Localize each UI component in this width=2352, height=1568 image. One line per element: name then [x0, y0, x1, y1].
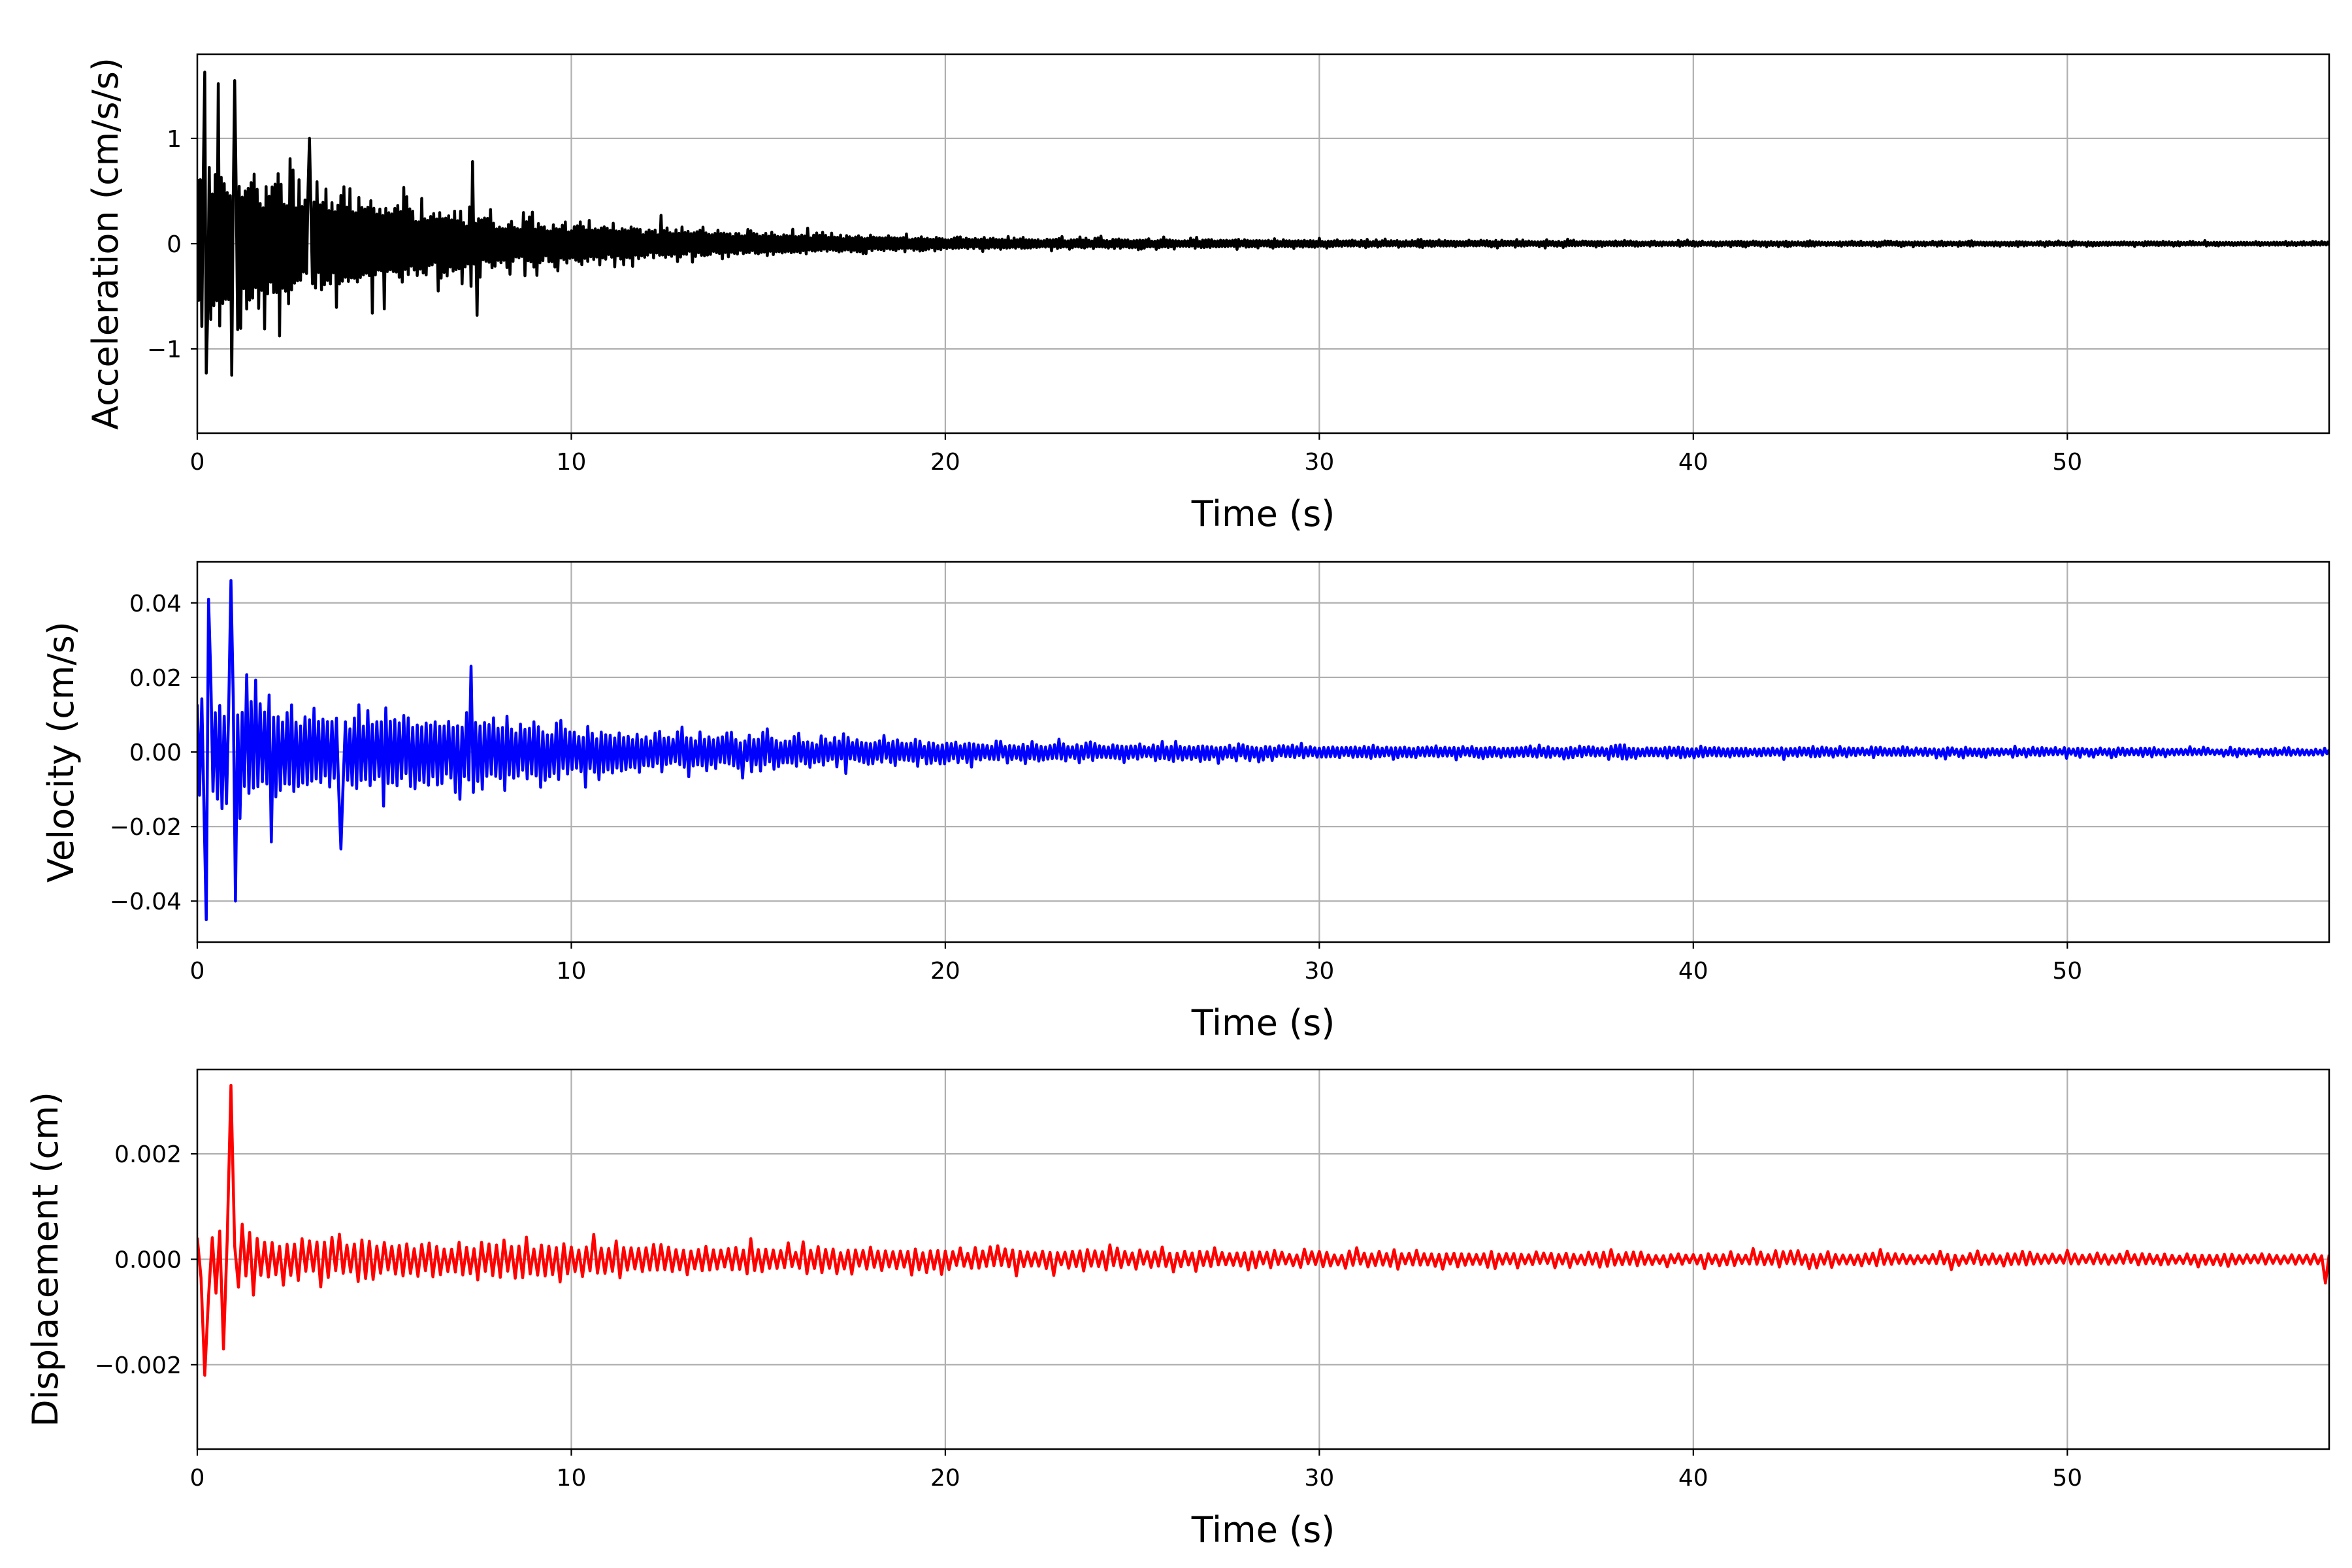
series-line-acceleration	[197, 71, 2329, 377]
x-tick-label: 50	[2052, 958, 2082, 985]
x-tick-label: 20	[930, 449, 960, 476]
y-tick-label: 0.00	[129, 740, 182, 766]
y-tick-label: −0.002	[95, 1352, 182, 1379]
x-axis-label: Time (s)	[1191, 1509, 1335, 1550]
y-tick-label: 0.02	[129, 665, 182, 692]
series-line-displacement	[197, 1083, 2329, 1377]
x-tick-label: 0	[190, 958, 205, 985]
x-tick-label: 30	[1304, 1465, 1334, 1492]
x-tick-label: 50	[2052, 1465, 2082, 1492]
y-tick-label: −0.04	[110, 889, 182, 915]
x-tick-label: 50	[2052, 449, 2082, 476]
y-tick-label: 1	[167, 126, 182, 153]
x-tick-label: 30	[1304, 958, 1334, 985]
chart-panel-acceleration: 0 10 20 30 40 50 −1 0 1 Time (s) Acceleration (cm/…	[85, 53, 2330, 534]
y-axis-label: Acceleration (cm/s/s)	[85, 57, 126, 430]
x-tick-label: 20	[930, 1465, 960, 1492]
x-tick-label: 10	[557, 958, 587, 985]
x-tick-label: 40	[1678, 958, 1708, 985]
x-tick-label: 20	[930, 958, 960, 985]
y-tick-label: 0.000	[114, 1247, 182, 1274]
x-tick-label: 0	[190, 1465, 205, 1492]
y-tick-label: −0.02	[110, 814, 182, 841]
x-tick-label: 40	[1678, 449, 1708, 476]
series-line-velocity	[197, 579, 2329, 922]
chart-panel-displacement: 0 10 20 30 40 50 −0.002 0.000 0.002 Time (s) Displ…	[25, 1068, 2330, 1550]
x-tick-label: 0	[190, 449, 205, 476]
x-axis-label: Time (s)	[1191, 493, 1335, 534]
x-tick-label: 10	[557, 449, 587, 476]
y-tick-label: 0.002	[114, 1141, 182, 1168]
y-tick-label: −1	[147, 336, 182, 363]
y-tick-label: 0	[167, 231, 182, 258]
chart-panel-velocity: 0 10 20 30 40 50 −0.04 −0.02 0.00 0.02 0.04 Time (s…	[41, 561, 2330, 1043]
y-tick-label: 0.04	[129, 591, 182, 617]
x-axis-label: Time (s)	[1191, 1002, 1335, 1043]
x-tick-label: 10	[557, 1465, 587, 1492]
x-tick-label: 30	[1304, 449, 1334, 476]
y-axis-label: Velocity (cm/s)	[41, 621, 82, 883]
y-axis-label: Displacement (cm)	[25, 1092, 66, 1427]
x-tick-label: 40	[1678, 1465, 1708, 1492]
